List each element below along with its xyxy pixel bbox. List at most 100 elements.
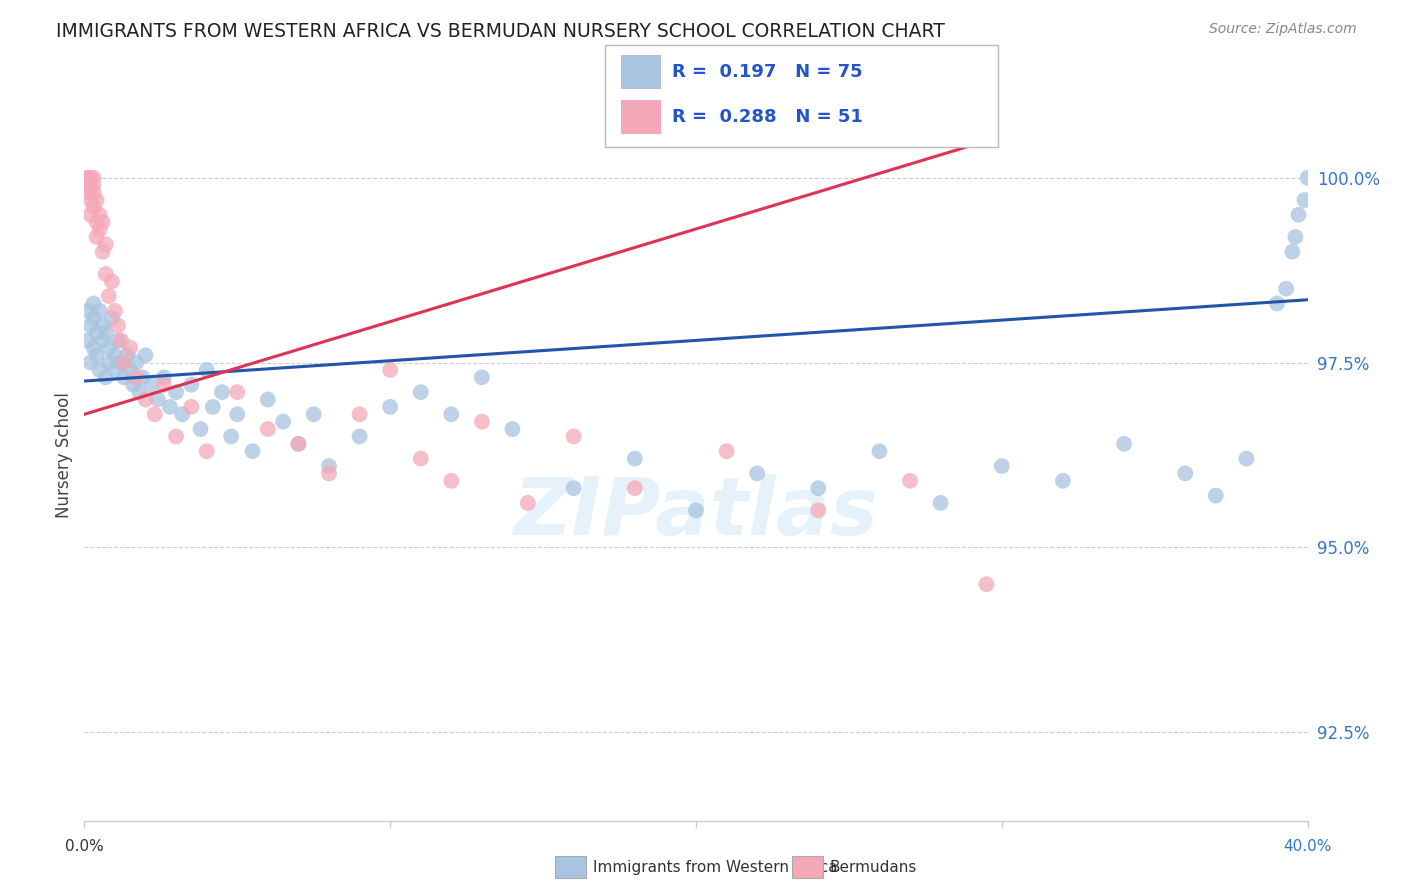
Point — [159, 400, 181, 414]
Point — [271, 415, 294, 429]
Point — [562, 481, 585, 495]
Point — [165, 385, 187, 400]
Point — [110, 355, 132, 369]
Point — [76, 334, 98, 348]
Point — [349, 407, 371, 421]
Point — [107, 318, 129, 333]
Text: Immigrants from Western Africa: Immigrants from Western Africa — [593, 860, 838, 874]
Point — [101, 311, 124, 326]
Point — [89, 303, 111, 318]
Point — [135, 392, 157, 407]
Point — [153, 377, 176, 392]
Point — [91, 215, 114, 229]
Point — [135, 348, 157, 362]
Point — [471, 415, 494, 429]
Point — [1205, 489, 1227, 503]
Point — [165, 429, 187, 443]
Point — [141, 377, 163, 392]
Point — [471, 370, 494, 384]
Point — [242, 444, 264, 458]
Point — [97, 355, 120, 369]
Point — [716, 444, 738, 458]
Point — [624, 481, 647, 495]
Point — [122, 377, 145, 392]
Point — [83, 296, 105, 310]
Point — [86, 230, 108, 244]
Point — [104, 348, 127, 362]
Point — [180, 377, 202, 392]
Point — [1296, 170, 1319, 185]
Point — [79, 355, 101, 369]
Point — [79, 208, 101, 222]
Point — [502, 422, 524, 436]
Point — [83, 178, 105, 193]
Point — [211, 385, 233, 400]
Point — [79, 170, 101, 185]
Point — [1275, 282, 1298, 296]
Point — [287, 437, 309, 451]
Point — [76, 178, 98, 193]
Text: 40.0%: 40.0% — [1284, 839, 1331, 855]
Point — [94, 370, 117, 384]
Point — [86, 193, 108, 207]
Text: R =  0.197   N = 75: R = 0.197 N = 75 — [672, 63, 863, 81]
Point — [107, 334, 129, 348]
Point — [991, 458, 1014, 473]
Point — [1286, 208, 1309, 222]
Point — [440, 474, 463, 488]
Point — [562, 429, 585, 443]
Point — [91, 244, 114, 259]
Point — [97, 341, 120, 355]
Point — [76, 170, 98, 185]
Point — [83, 341, 105, 355]
Point — [1174, 467, 1197, 481]
Point — [318, 458, 340, 473]
Point — [120, 363, 142, 377]
Point — [89, 222, 111, 236]
Point — [195, 363, 218, 377]
Point — [624, 451, 647, 466]
Point — [1294, 193, 1316, 207]
Point — [86, 215, 108, 229]
Point — [929, 496, 952, 510]
Point — [226, 407, 249, 421]
Point — [1052, 474, 1074, 488]
Point — [440, 407, 463, 421]
Point — [94, 326, 117, 340]
Point — [1281, 244, 1303, 259]
Point — [302, 407, 325, 421]
Point — [120, 341, 142, 355]
Point — [76, 170, 98, 185]
Point — [110, 334, 132, 348]
Point — [79, 193, 101, 207]
Point — [94, 267, 117, 281]
Point — [226, 385, 249, 400]
Point — [112, 370, 135, 384]
Text: R =  0.288   N = 51: R = 0.288 N = 51 — [672, 108, 863, 126]
Point — [143, 407, 166, 421]
Point — [79, 318, 101, 333]
Point — [349, 429, 371, 443]
Point — [380, 363, 402, 377]
Point — [91, 318, 114, 333]
Point — [104, 363, 127, 377]
Point — [409, 451, 432, 466]
Point — [76, 303, 98, 318]
Y-axis label: Nursery School: Nursery School — [55, 392, 73, 518]
Text: ZIPatlas: ZIPatlas — [513, 475, 879, 552]
Point — [76, 186, 98, 200]
Point — [83, 186, 105, 200]
Point — [91, 334, 114, 348]
Point — [190, 422, 212, 436]
Point — [1265, 296, 1288, 310]
Point — [89, 363, 111, 377]
Point — [516, 496, 538, 510]
Point — [86, 348, 108, 362]
Point — [898, 474, 921, 488]
Point — [1236, 451, 1258, 466]
Point — [685, 503, 707, 517]
Point — [79, 178, 101, 193]
Point — [409, 385, 432, 400]
Point — [172, 407, 194, 421]
Point — [112, 355, 135, 369]
